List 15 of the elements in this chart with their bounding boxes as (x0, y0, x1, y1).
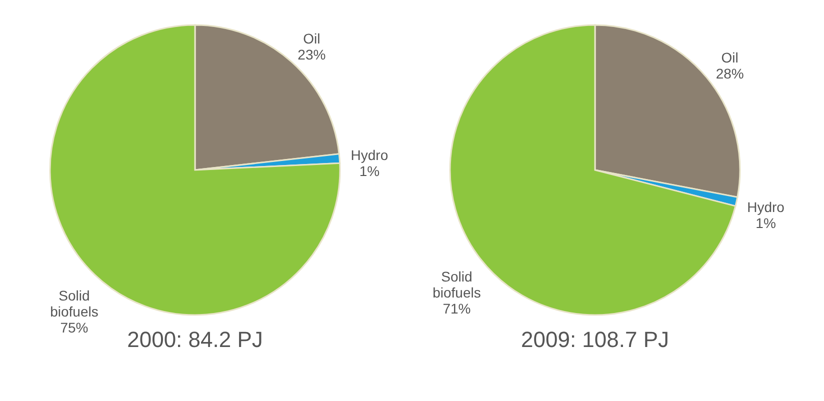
data-label: 28% (716, 65, 744, 82)
data-label: 71% (442, 300, 471, 316)
pie-slice (49, 24, 341, 316)
slice-label: Oil (721, 49, 738, 66)
slice-label: Solid biofuels (50, 288, 98, 320)
data-label: 23% (298, 46, 326, 63)
slice-label: Oil (303, 30, 320, 47)
slice-label: Hydro (350, 147, 388, 164)
data-label: 1% (359, 163, 380, 180)
text: 2009: 108.7 PJ (520, 327, 670, 352)
text: 2000: 84.2 PJ (127, 327, 263, 352)
data-label: 1% (756, 215, 776, 232)
slice-label: Hydro (747, 199, 785, 216)
data-label: 75% (60, 320, 88, 336)
slice-label: Solid biofuels (432, 268, 481, 300)
